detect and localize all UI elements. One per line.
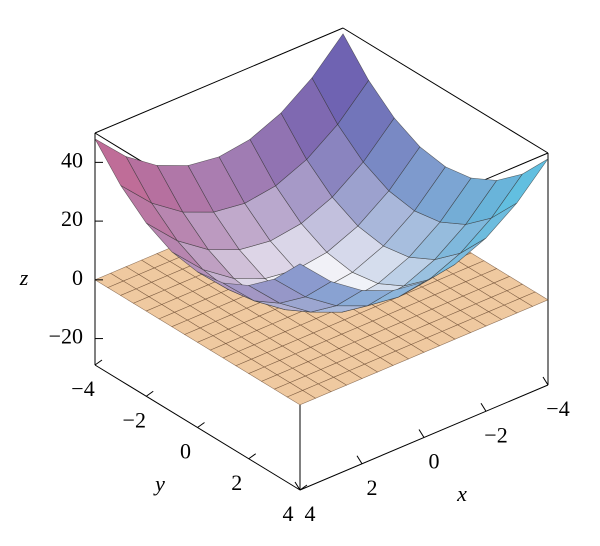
z-axis-label: z (19, 265, 29, 290)
x-tick (418, 429, 425, 438)
z-tick-label: 40 (61, 147, 83, 172)
x-axis-label: x (456, 481, 467, 506)
y-tick (299, 484, 308, 491)
box-edge (342, 27, 549, 154)
y-tick-label: −2 (123, 407, 146, 432)
box-edge (94, 27, 344, 134)
y-tick (94, 359, 103, 366)
y-axis-label: y (153, 471, 165, 496)
z-tick-label: −20 (49, 324, 83, 349)
surface-cell (273, 263, 332, 298)
x-tick (356, 455, 363, 465)
x-tick-label: 4 (305, 501, 316, 526)
y-tick (248, 453, 257, 460)
surface-cell (94, 138, 153, 204)
x-tick-label: −2 (484, 422, 507, 447)
z-tick-label: 20 (61, 206, 83, 231)
x-tick-label: 2 (367, 475, 378, 500)
x-tick-label: −4 (546, 396, 569, 421)
x-tick-label: 0 (429, 449, 440, 474)
x-tick (294, 481, 301, 491)
y-tick-label: 0 (180, 439, 191, 464)
surface-cell (311, 33, 369, 125)
plane-cell (286, 390, 317, 406)
y-tick (145, 390, 154, 397)
surface-cell (491, 158, 549, 219)
x-tick (480, 402, 487, 412)
x-tick (542, 376, 549, 386)
y-tick (197, 422, 205, 428)
y-tick-label: 2 (231, 470, 242, 495)
y-tick-label: −4 (71, 376, 94, 401)
y-tick-label: 4 (283, 501, 294, 526)
z-tick-label: 0 (72, 265, 83, 290)
